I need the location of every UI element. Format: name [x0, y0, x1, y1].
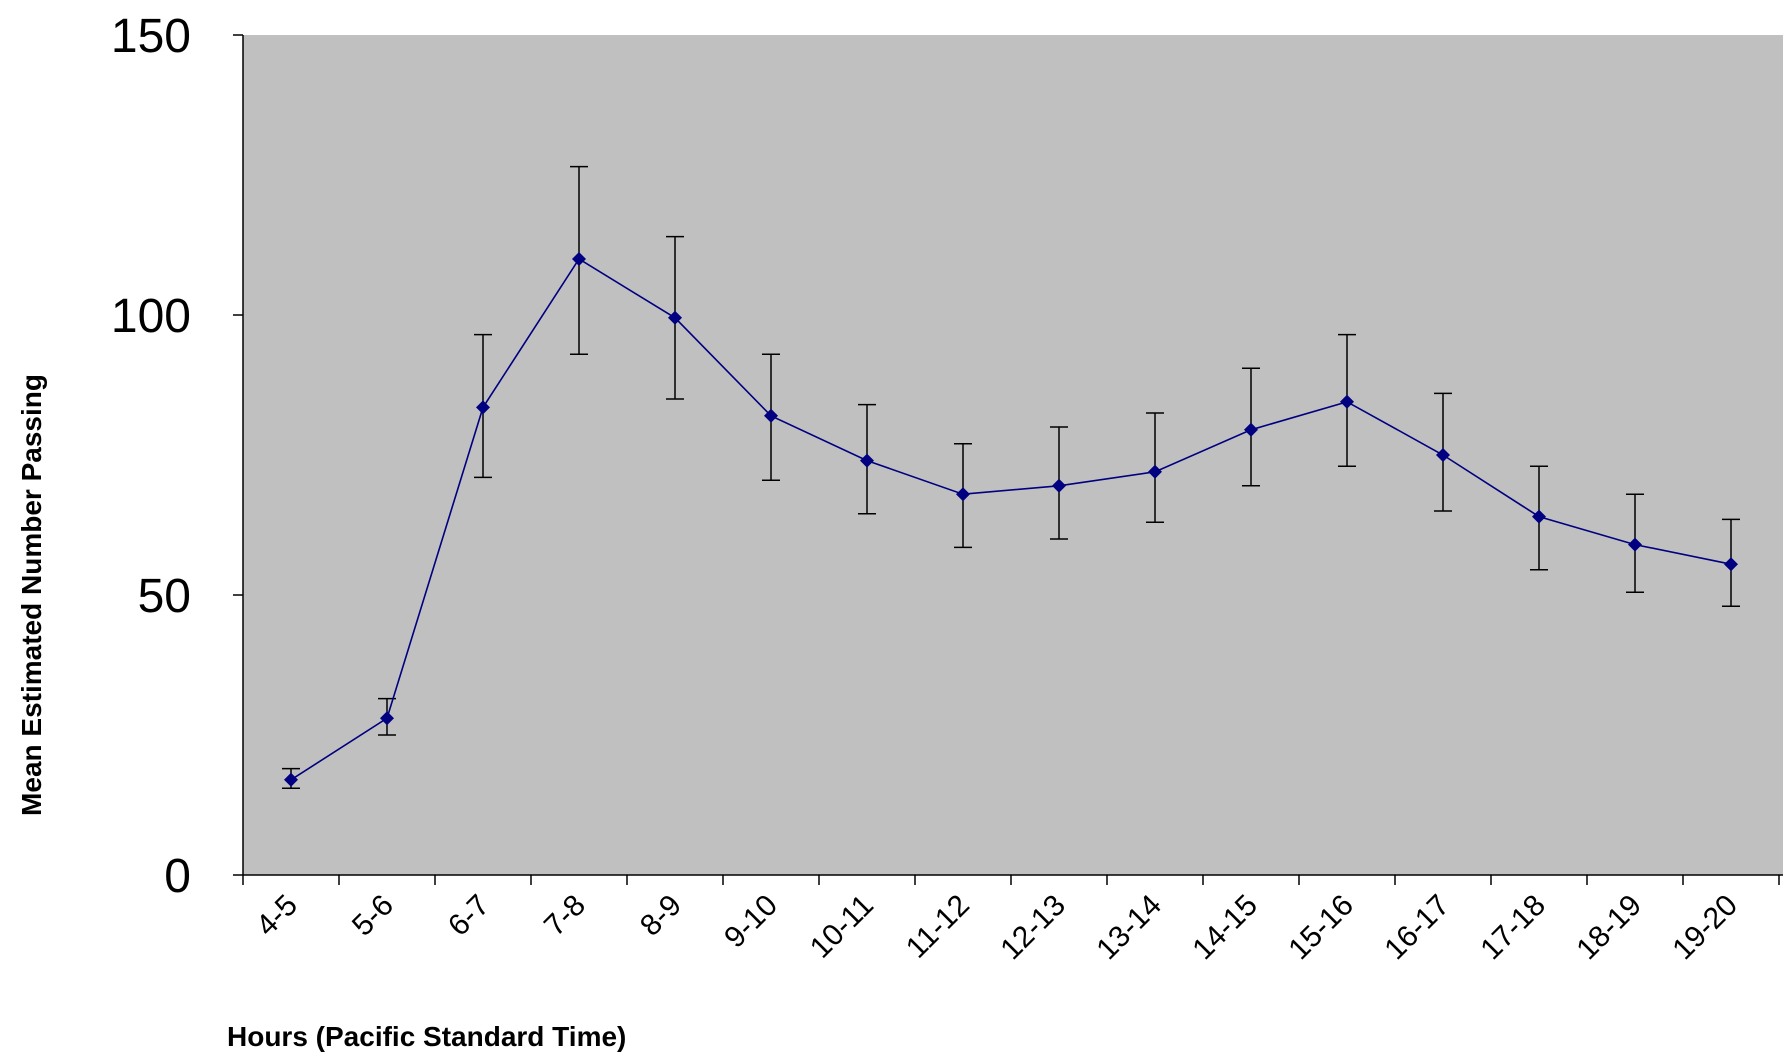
data-point	[1244, 422, 1258, 437]
x-axis: 4-5 5-6 6-7 7-8 8-9 9-10 10-11 11-12 12-13 13-14 1…	[242, 874, 1783, 967]
x-tick-label: 18-19	[1570, 889, 1648, 967]
x-tick-label: 7-8	[538, 889, 592, 943]
x-tick-label: 5-6	[346, 889, 400, 943]
x-tick-label: 12-13	[994, 889, 1072, 967]
plot-area	[243, 35, 1783, 875]
data-point	[860, 453, 874, 468]
x-tick-label: 9-10	[718, 889, 784, 955]
x-tick-label: 15-16	[1282, 889, 1360, 967]
data-point	[956, 487, 970, 502]
data-point	[1724, 557, 1738, 572]
x-tick-label: 14-15	[1186, 889, 1264, 967]
y-axis: 0 50 100 150	[111, 10, 244, 903]
data-point	[1148, 464, 1162, 479]
x-tick-label: 6-7	[442, 889, 496, 943]
x-tick-label: 8-9	[634, 889, 688, 943]
data-point	[1052, 478, 1066, 493]
y-tick-label: 0	[164, 850, 191, 903]
data-point	[284, 772, 298, 787]
data-point	[380, 711, 394, 726]
x-tick-label: 19-20	[1666, 889, 1744, 967]
y-tick-label: 150	[111, 10, 191, 63]
x-tick-label: 16-17	[1378, 889, 1456, 967]
x-tick-label: 10-11	[804, 889, 880, 965]
data-point	[1340, 394, 1354, 409]
y-axis-title: Mean Estimated Number Passing	[16, 374, 47, 816]
x-axis-title: Hours (Pacific Standard Time)	[227, 1021, 626, 1052]
data-point	[764, 408, 778, 423]
y-tick-label: 50	[138, 570, 191, 623]
data-point	[1628, 537, 1642, 552]
x-tick-label: 11-12	[900, 889, 976, 965]
x-tick-label: 4-5	[250, 889, 304, 943]
x-tick-label: 13-14	[1090, 889, 1168, 967]
y-tick-label: 100	[111, 290, 191, 343]
series-line	[290, 257, 1732, 781]
data-markers	[284, 252, 1738, 787]
data-point	[572, 252, 586, 266]
data-point	[476, 400, 490, 415]
data-point	[1532, 509, 1546, 524]
data-point	[668, 310, 682, 325]
x-tick-label: 17-18	[1474, 889, 1552, 967]
data-point	[1436, 448, 1450, 462]
